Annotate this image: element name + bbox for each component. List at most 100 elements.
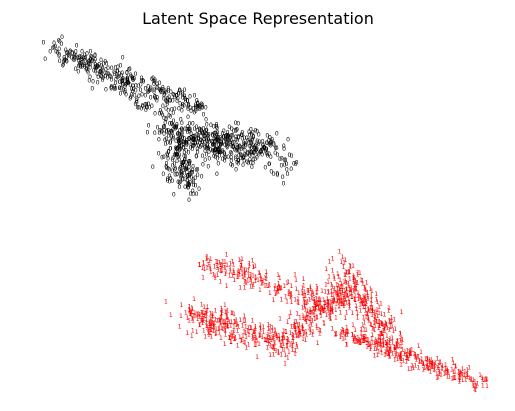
- point-class-0: 0: [104, 66, 108, 73]
- point-class-1: 1: [393, 326, 397, 333]
- point-class-0: 0: [41, 39, 45, 46]
- point-class-0: 0: [176, 90, 180, 97]
- point-class-1: 1: [358, 308, 362, 315]
- point-class-1: 1: [321, 305, 325, 312]
- point-class-1: 1: [338, 277, 342, 284]
- point-class-1: 1: [364, 313, 368, 320]
- point-class-0: 0: [224, 133, 228, 140]
- point-class-0: 0: [239, 132, 243, 139]
- point-class-0: 0: [266, 153, 270, 160]
- point-class-1: 1: [255, 338, 259, 345]
- point-class-1: 1: [341, 254, 345, 261]
- chart-title: Latent Space Representation: [142, 9, 374, 28]
- point-class-0: 0: [159, 89, 163, 96]
- point-class-0: 0: [165, 129, 169, 136]
- point-class-0: 0: [92, 68, 96, 75]
- point-class-1: 1: [362, 319, 366, 326]
- point-class-0: 0: [223, 151, 227, 158]
- point-class-1: 1: [199, 317, 203, 324]
- point-class-1: 1: [364, 301, 368, 308]
- point-class-1: 1: [283, 361, 287, 368]
- point-class-0: 0: [187, 150, 191, 157]
- point-class-1: 1: [352, 334, 356, 341]
- point-class-1: 1: [382, 342, 386, 349]
- point-class-1: 1: [316, 300, 320, 307]
- point-class-0: 0: [166, 85, 170, 92]
- point-class-0: 0: [105, 61, 109, 68]
- point-class-0: 0: [161, 103, 165, 110]
- point-class-1: 1: [458, 372, 462, 379]
- point-class-0: 0: [249, 149, 253, 156]
- point-class-1: 1: [274, 331, 278, 338]
- point-class-1: 1: [234, 322, 238, 329]
- point-class-0: 0: [187, 103, 191, 110]
- point-class-0: 0: [186, 98, 190, 105]
- point-class-1: 1: [240, 265, 244, 272]
- point-class-1: 1: [446, 368, 450, 375]
- point-class-0: 0: [225, 144, 229, 151]
- point-class-1: 1: [400, 309, 404, 316]
- point-class-1: 1: [220, 308, 224, 315]
- point-class-1: 1: [344, 330, 348, 337]
- point-class-1: 1: [313, 306, 317, 313]
- point-class-1: 1: [218, 317, 222, 324]
- point-class-1: 1: [205, 265, 209, 272]
- point-class-1: 1: [399, 331, 403, 338]
- point-class-0: 0: [170, 130, 174, 137]
- point-class-1: 1: [279, 285, 283, 292]
- point-class-0: 0: [200, 129, 204, 136]
- point-class-1: 1: [368, 341, 372, 348]
- point-class-1: 1: [314, 302, 318, 309]
- point-class-1: 1: [205, 256, 209, 263]
- point-class-0: 0: [159, 110, 163, 117]
- point-class-1: 1: [301, 326, 305, 333]
- point-class-0: 0: [242, 158, 246, 165]
- point-class-0: 0: [186, 129, 190, 136]
- point-class-1: 1: [463, 372, 467, 379]
- point-class-1: 1: [209, 266, 213, 273]
- point-class-1: 1: [402, 351, 406, 358]
- point-class-1: 1: [382, 324, 386, 331]
- point-class-0: 0: [171, 136, 175, 143]
- point-class-1: 1: [409, 351, 413, 358]
- point-class-1: 1: [227, 319, 231, 326]
- point-class-0: 0: [215, 125, 219, 132]
- point-class-1: 1: [431, 360, 435, 367]
- point-class-0: 0: [185, 177, 189, 184]
- point-class-0: 0: [196, 139, 200, 146]
- point-class-0: 0: [267, 161, 271, 168]
- point-class-0: 0: [216, 137, 220, 144]
- point-class-1: 1: [226, 317, 230, 324]
- point-class-0: 0: [187, 126, 191, 133]
- point-class-1: 1: [213, 263, 217, 270]
- point-class-0: 0: [108, 73, 112, 80]
- point-class-0: 0: [237, 134, 241, 141]
- point-class-1: 1: [370, 306, 374, 313]
- point-class-1: 1: [353, 334, 357, 341]
- point-class-0: 0: [257, 139, 261, 146]
- point-class-1: 1: [302, 276, 306, 283]
- point-class-1: 1: [191, 318, 195, 325]
- point-class-0: 0: [76, 55, 80, 62]
- point-class-0: 0: [79, 61, 83, 68]
- point-class-1: 1: [278, 315, 282, 322]
- point-class-1: 1: [215, 264, 219, 271]
- point-class-1: 1: [220, 325, 224, 332]
- point-class-0: 0: [162, 92, 166, 99]
- point-class-0: 0: [85, 51, 89, 58]
- point-class-1: 1: [253, 326, 257, 333]
- point-class-1: 1: [373, 346, 377, 353]
- point-class-1: 1: [358, 340, 362, 347]
- point-class-1: 1: [232, 324, 236, 331]
- point-class-1: 1: [414, 356, 418, 363]
- point-class-1: 1: [247, 329, 251, 336]
- point-class-1: 1: [399, 362, 403, 369]
- point-class-0: 0: [186, 173, 190, 180]
- point-class-0: 0: [212, 123, 216, 130]
- point-class-1: 1: [310, 290, 314, 297]
- point-class-0: 0: [165, 99, 169, 106]
- point-class-1: 1: [222, 323, 226, 330]
- point-class-0: 0: [222, 128, 226, 135]
- point-class-1: 1: [473, 378, 477, 385]
